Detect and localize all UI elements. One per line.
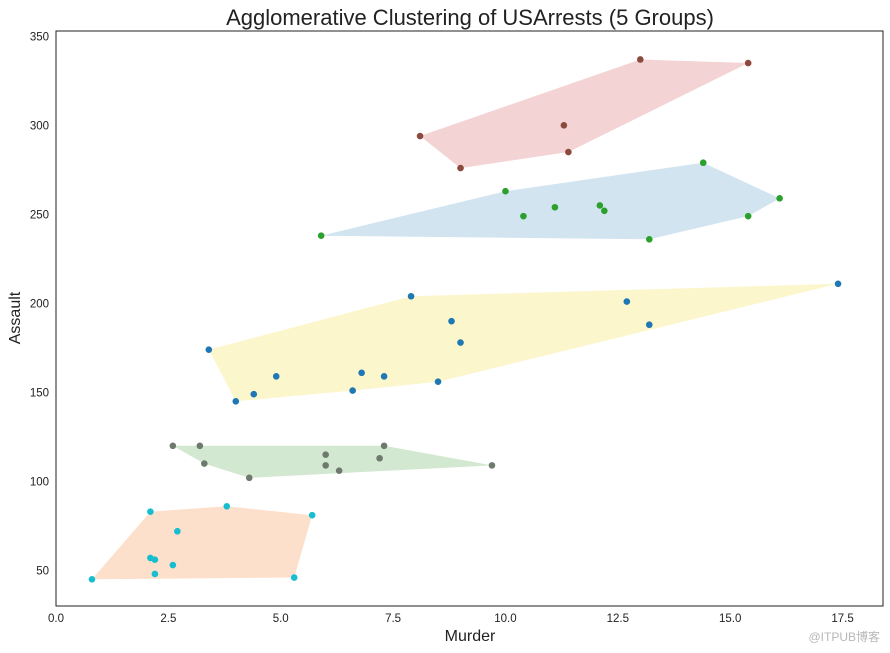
data-points — [88, 56, 842, 583]
cluster-3-point — [457, 339, 464, 346]
cluster-5-point — [151, 570, 159, 578]
y-tick-label: 350 — [30, 31, 49, 43]
y-axis-label: Assault — [7, 291, 24, 344]
cluster-1-point — [416, 132, 424, 140]
cluster-5-point — [169, 561, 177, 569]
y-tick-label: 50 — [36, 565, 49, 577]
cluster-4-point — [245, 474, 253, 482]
cluster-2-hull — [321, 162, 780, 240]
y-tick-label: 300 — [30, 120, 49, 132]
cluster-1-hull — [420, 59, 749, 169]
y-tick-label: 150 — [30, 387, 49, 399]
cluster-5-point — [174, 527, 181, 535]
cluster-5-point — [308, 511, 316, 519]
cluster-4-point — [376, 454, 383, 462]
cluster-4-point — [335, 467, 343, 475]
watermark-text: @ITPUB博客 — [808, 630, 880, 644]
cluster-3-point — [358, 369, 365, 377]
cluster-4-point — [488, 462, 496, 469]
cluster-3-point — [407, 292, 415, 300]
x-tick-label: 12.5 — [607, 613, 629, 625]
cluster-5-point — [223, 503, 231, 510]
cluster-5-point — [151, 556, 159, 564]
cluster-2-point — [317, 232, 325, 240]
cluster-1-point — [565, 148, 572, 156]
cluster-2-point — [744, 212, 752, 220]
cluster-3-point — [645, 321, 653, 329]
cluster-4-point — [196, 442, 204, 450]
cluster-4-point — [322, 462, 329, 469]
y-axis-ticks: 50 100 150 200 250 300 350 — [30, 31, 49, 577]
cluster-3-point — [272, 373, 280, 380]
x-tick-label: 7.5 — [385, 613, 401, 625]
cluster-3-point — [834, 280, 842, 288]
cluster-3-point — [205, 346, 213, 353]
cluster-3-point — [380, 373, 388, 380]
cluster-2-point — [596, 202, 604, 209]
cluster-4-point — [169, 442, 177, 450]
x-axis-ticks: 0.0 2.5 5.0 7.5 10.0 12.5 15.0 17.5 — [48, 613, 854, 625]
cluster-5-point — [290, 574, 298, 581]
x-tick-label: 15.0 — [719, 613, 741, 625]
cluster-5-point — [147, 508, 154, 515]
cluster-5-hull — [91, 506, 313, 580]
x-tick-label: 2.5 — [160, 613, 176, 625]
cluster-2-point — [645, 235, 653, 243]
cluster-3-point — [623, 298, 631, 305]
x-tick-label: 0.0 — [48, 613, 64, 625]
cluster-3-point — [434, 378, 442, 385]
cluster-2-point — [551, 203, 559, 211]
cluster-4-point — [380, 442, 388, 450]
cluster-3-point — [250, 390, 258, 398]
cluster-4-point — [322, 451, 329, 458]
cluster-2-point — [699, 159, 707, 167]
x-tick-label: 17.5 — [831, 613, 853, 625]
cluster-3-point — [232, 397, 240, 405]
y-tick-label: 250 — [30, 209, 49, 221]
cluster-hulls — [91, 59, 839, 580]
cluster-1-point — [636, 56, 644, 63]
cluster-4-hull — [172, 445, 492, 478]
cluster-2-point — [502, 187, 509, 195]
x-axis-label: Murder — [445, 628, 496, 645]
x-tick-label: 10.0 — [494, 613, 516, 625]
cluster-1-point — [560, 122, 568, 129]
x-tick-label: 5.0 — [273, 613, 289, 625]
cluster-1-point — [457, 164, 464, 172]
cluster-2-point — [776, 195, 783, 202]
y-tick-label: 100 — [30, 476, 49, 488]
cluster-2-point — [520, 212, 527, 220]
cluster-1-point — [744, 59, 752, 67]
cluster-3-point — [349, 387, 356, 394]
y-tick-label: 200 — [30, 298, 49, 310]
cluster-5-point — [88, 575, 96, 583]
cluster-3-point — [448, 317, 455, 325]
cluster-4-point — [201, 460, 208, 467]
chart-title: Agglomerative Clustering of USArrests (5… — [226, 5, 714, 30]
cluster-2-point — [601, 207, 608, 215]
cluster-3-hull — [208, 283, 839, 402]
plot-frame — [55, 30, 884, 607]
